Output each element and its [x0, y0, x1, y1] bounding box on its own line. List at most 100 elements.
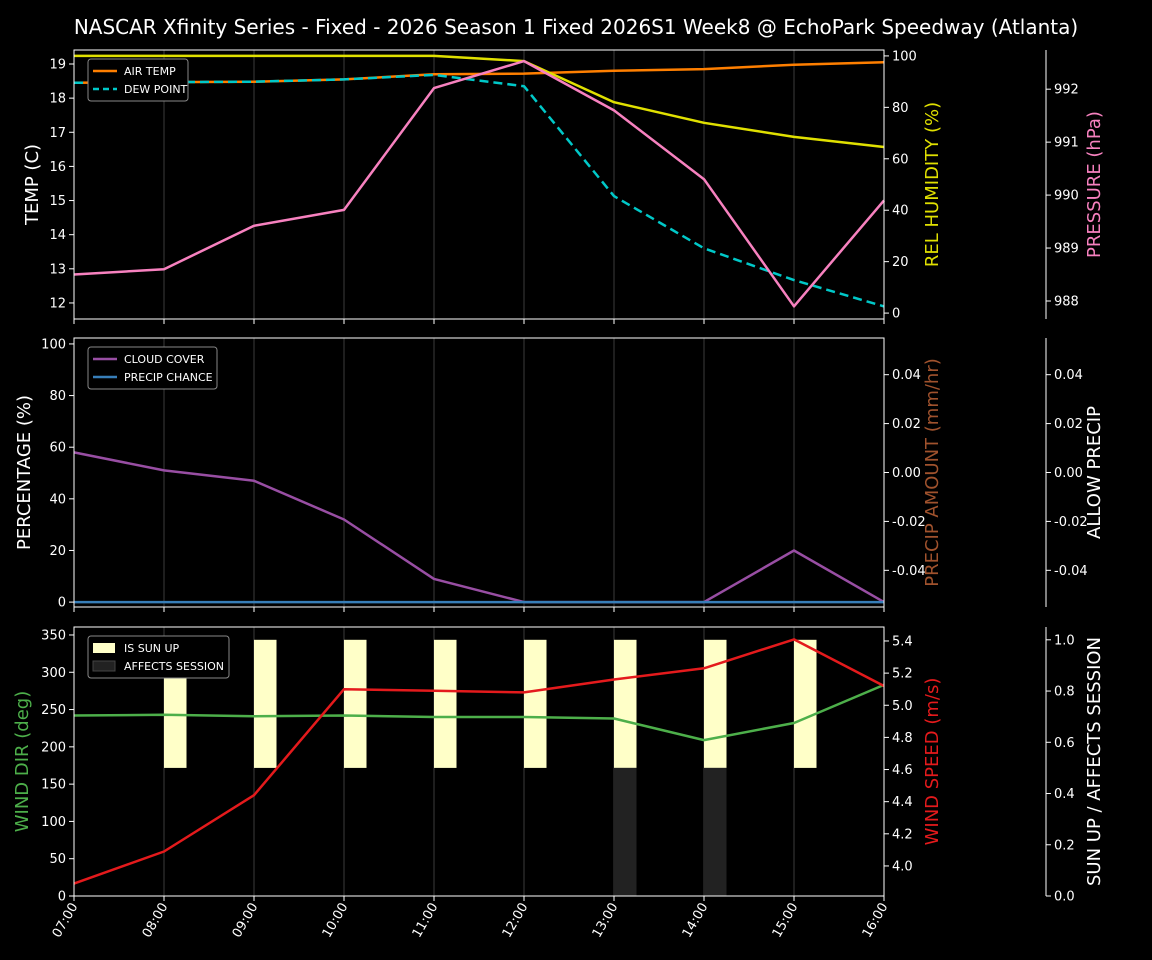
plot-frame: [73, 49, 885, 320]
tick-label: 40: [892, 204, 909, 219]
bar-is-sun-up: [794, 639, 817, 768]
tick-label: 0.04: [892, 368, 921, 383]
bar-is-sun-up: [434, 639, 457, 768]
tick-label: 989: [1054, 242, 1079, 257]
tick-label: 40: [49, 492, 66, 507]
tick-label: -0.02: [892, 515, 926, 530]
axis-label: REL HUMIDITY (%): [922, 102, 943, 267]
axis-label: ALLOW PRECIP: [1084, 406, 1105, 539]
tick-label: 50: [49, 852, 66, 867]
tick-label: 17: [49, 126, 66, 141]
bar-is-sun-up: [254, 639, 277, 768]
tick-label: 60: [49, 441, 66, 456]
tick-label: 350: [41, 628, 66, 643]
tick-label: 20: [49, 544, 66, 559]
legend-label: PRECIP CHANCE: [124, 371, 213, 384]
tick-label: 992: [1054, 83, 1079, 98]
chart-title: NASCAR Xfinity Series - Fixed - 2026 Sea…: [73, 15, 1079, 39]
legend-box: [87, 635, 230, 679]
legend-label: AFFECTS SESSION: [124, 660, 224, 673]
x-tick-label: 15:00: [770, 901, 802, 941]
x-tick-label: 13:00: [590, 901, 622, 941]
bar-is-sun-up: [344, 639, 367, 768]
tick-label: 0.04: [1054, 368, 1083, 383]
x-tick-label: 12:00: [500, 901, 532, 941]
tick-label: 100: [41, 337, 66, 352]
axis-label: PRECIP AMOUNT (mm/hr): [922, 358, 943, 587]
tick-label: -0.04: [892, 564, 926, 579]
bar-is-sun-up: [704, 639, 727, 768]
tick-label: 12: [49, 296, 66, 311]
legend-label: DEW POINT: [124, 83, 188, 96]
axis-label: WIND DIR (deg): [12, 691, 33, 833]
tick-label: 16: [49, 160, 66, 175]
tick-label: 250: [41, 703, 66, 718]
tick-label: 4.8: [892, 731, 913, 746]
tick-label: 5.0: [892, 699, 913, 714]
tick-label: 0: [58, 890, 66, 905]
tick-label: 13: [49, 262, 66, 277]
tick-label: 5.2: [892, 667, 913, 682]
tick-label: 19: [49, 57, 66, 72]
axis-label: TEMP (C): [22, 144, 43, 226]
axis-label: WIND SPEED (m/s): [922, 678, 943, 846]
tick-label: 80: [892, 101, 909, 116]
tick-label: 300: [41, 666, 66, 681]
legend-swatch: [92, 660, 116, 672]
series-line-wind-dir-deg-: [73, 683, 885, 742]
series-line-air-temp: [73, 61, 885, 85]
tick-label: 60: [892, 152, 909, 167]
legend-label: CLOUD COVER: [124, 353, 205, 366]
legend-swatch: [93, 643, 115, 653]
x-tick-label: 16:00: [860, 901, 892, 941]
series-line-dew-point: [73, 73, 885, 308]
bar-affects-session: [704, 767, 727, 896]
panel-3: 0 50 100 150 200 250 300 350 WIND DIR (deg) 4.0 4.…: [12, 626, 1105, 941]
axis-label: PERCENTAGE (%): [14, 395, 35, 550]
tick-label: 100: [892, 49, 917, 64]
tick-label: 991: [1054, 136, 1079, 151]
x-tick-label: 07:00: [50, 901, 82, 941]
tick-label: 0.2: [1054, 838, 1075, 853]
plot-frame: [73, 626, 885, 897]
tick-label: 20: [892, 255, 909, 270]
x-tick-label: 09:00: [230, 901, 262, 941]
tick-label: -0.02: [1054, 515, 1088, 530]
axis-label: PRESSURE (hPa): [1084, 111, 1105, 258]
axis-label: SUN UP / AFFECTS SESSION: [1084, 637, 1105, 886]
tick-label: 0.6: [1054, 736, 1075, 751]
legend-box: [87, 58, 189, 102]
tick-label: 15: [49, 194, 66, 209]
tick-label: 5.4: [892, 634, 913, 649]
tick-label: 4.4: [892, 795, 913, 810]
tick-label: 200: [41, 740, 66, 755]
series-line-cloud-cover: [73, 451, 885, 604]
x-tick-label: 08:00: [140, 901, 172, 941]
x-tick-label: 10:00: [320, 901, 352, 941]
tick-label: 0.4: [1054, 787, 1075, 802]
series-line-rel-humidity-: [74, 54, 885, 149]
bar-affects-session: [614, 767, 637, 896]
tick-label: 14: [49, 228, 66, 243]
tick-label: 4.0: [892, 859, 913, 874]
tick-label: 0: [892, 307, 900, 322]
tick-label: 100: [41, 815, 66, 830]
tick-label: -0.04: [1054, 564, 1088, 579]
legend: CLOUD COVER PRECIP CHANCE: [87, 346, 218, 390]
panel-2: 0 20 40 60 80 100 PERCENTAGE (%) -0.04 -0.02 0.00…: [14, 337, 1105, 612]
tick-label: 0.8: [1054, 685, 1075, 700]
tick-label: 4.6: [892, 763, 913, 778]
series-line-wind-speed-m-s-: [73, 638, 885, 885]
tick-label: 0.02: [892, 417, 921, 432]
tick-label: 18: [49, 92, 66, 107]
tick-label: 988: [1054, 294, 1079, 309]
tick-label: 0: [58, 596, 66, 611]
legend-box: [87, 346, 218, 390]
tick-label: 0.00: [1054, 466, 1083, 481]
tick-label: 80: [49, 389, 66, 404]
legend: IS SUN UP AFFECTS SESSION: [87, 635, 230, 679]
tick-label: 990: [1054, 189, 1079, 204]
tick-label: 1.0: [1054, 633, 1075, 648]
legend: AIR TEMP DEW POINT: [87, 58, 189, 102]
